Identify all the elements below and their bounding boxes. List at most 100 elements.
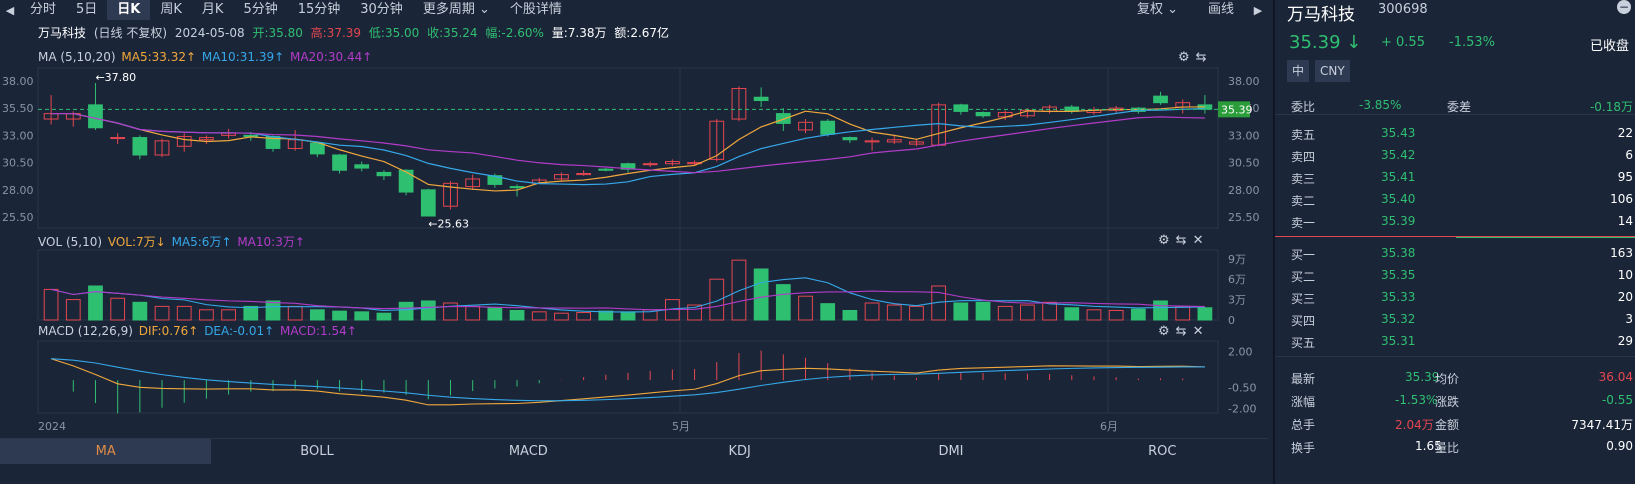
candle-body [909,141,924,145]
ma5-legend: MA5:33.32↑ [121,50,197,64]
close-icon[interactable]: ✕ [1192,233,1204,248]
quote-row: 委比 -3.85% 委差 -0.18万 [1275,94,1635,116]
settings-icon[interactable]: ⚙ [1178,50,1190,65]
vol-legend-value: VOL:7万↓ [107,235,166,249]
volume-bar [376,312,392,321]
prev-arrow-icon[interactable]: ◀ [5,3,15,17]
draw-button[interactable]: 画线 [1207,2,1234,17]
price-tick-right: 30.50 [1228,157,1260,170]
switch-icon[interactable]: ⇆ [1175,324,1187,339]
volume-bar [1175,305,1191,321]
candle-body [709,120,725,160]
dif-legend: DIF:0.76↑ [138,324,199,338]
quote-row-value: 35.42 [1381,148,1416,162]
candle-body [376,171,392,177]
volume-bar [1197,307,1213,321]
candle-body [443,182,458,207]
quote-row-value2: 7347.41万 [1571,418,1633,432]
price-tick-left: 35.50 [2,102,34,115]
volume-bar [420,300,436,321]
vol-ma10-legend: MA10:3万↑ [237,235,305,249]
tab-stock-details[interactable]: 个股详情 [509,2,562,17]
dea-line [51,358,1205,402]
quote-row-label2: 委差 [1447,100,1472,114]
volume-bar [221,309,236,321]
switch-icon[interactable]: ⇆ [1175,233,1187,248]
candle-body [509,186,525,189]
tab-kdj[interactable]: KDJ [728,444,751,459]
tab-more-periods[interactable]: 更多周期 ⌄ [422,2,490,17]
vol-legend: VOL (5,10) VOL:7万↓ MA5:6万↑ MA10:3万↑ [38,233,307,250]
quote-row-value: -1.53% [1395,393,1438,407]
period-toolbar: ◀ 分时 5日 日K 周K 月K 5分钟 15分钟 30分钟 更多周期 ⌄ 个股… [0,0,1268,20]
date-label: 6月 [1100,420,1118,433]
tab-dmi[interactable]: DMI [938,444,964,459]
quote-row-value: 1.65 [1415,439,1442,453]
quote-row-value2: -0.55 [1601,393,1633,407]
volume-bar [154,305,170,321]
macd-tick: -0.50 [1228,381,1256,394]
price-change: + 0.55 [1381,35,1425,50]
market-tag[interactable]: 中 [1287,60,1310,82]
quote-row-label: 最新 [1291,372,1316,386]
tab-ma[interactable]: MA [0,439,212,464]
tab-daily[interactable]: 日K [107,0,151,20]
quote-row-label: 总手 [1291,418,1316,432]
quote-row-label: 涨幅 [1291,395,1316,409]
quote-row-label: 买一 [1291,248,1316,262]
volume-bar [1153,300,1168,321]
indicator-tabs: MA BOLL MACD KDJ DMI ROC [0,438,1268,464]
volume-bar [243,305,259,321]
price-tick-left: 38.00 [2,75,34,88]
kline-chart[interactable]: 38.0038.0035.5035.5033.0033.0030.5030.50… [0,0,1268,438]
settings-icon[interactable]: ⚙ [1158,324,1170,339]
tab-macd[interactable]: MACD [508,444,548,459]
candle-body [576,173,592,176]
quote-row-value: 35.39 [1381,214,1416,228]
tab-5min[interactable]: 5分钟 [243,2,278,17]
candle-body [88,104,103,129]
switch-icon[interactable]: ⇆ [1195,50,1207,65]
candle-body [309,142,325,155]
last-price-tag: 35.39 [1221,103,1253,116]
quote-row: 卖三 35.41 95 [1275,166,1635,188]
candle-body [1153,95,1168,104]
quote-row-label: 买二 [1291,270,1316,284]
quote-row-value2: 95 [1617,170,1633,184]
quote-row: 最新 35.39 均价 36.04 [1275,366,1635,388]
volume-value: 量:7.38万 [551,26,607,40]
quote-row-value2: 14 [1617,214,1633,228]
settings-icon[interactable]: ⚙ [1158,233,1170,248]
vol-legend-title: VOL (5,10) [38,235,103,249]
next-arrow-icon[interactable]: ▶ [1253,3,1263,17]
tab-30min[interactable]: 30分钟 [360,2,403,17]
quote-row-value: 35.31 [1381,334,1416,348]
tab-boll[interactable]: BOLL [300,444,334,459]
candle-body [465,178,481,188]
quote-row-label: 卖二 [1291,194,1316,208]
high-value: 高:37.39 [310,26,362,40]
tab-weekly[interactable]: 周K [160,2,182,17]
quote-row-label: 买三 [1291,292,1316,306]
quote-row-value: 35.38 [1381,246,1416,260]
close-icon[interactable]: − [1617,0,1631,14]
candle-body [398,169,414,193]
tab-monthly[interactable]: 月K [201,2,224,17]
tab-15min[interactable]: 15分钟 [297,2,341,17]
volume-bar [43,288,59,321]
adjust-dropdown[interactable]: 复权 ⌄ [1136,2,1178,17]
quote-row-value2: 20 [1617,290,1633,304]
candle-body [975,111,991,117]
volume-bar [731,259,747,321]
volume-bar [531,311,547,321]
volume-bar [132,301,148,321]
tab-intraday[interactable]: 分时 [30,2,57,17]
ma-legend-title: MA (5,10,20) [38,50,116,64]
tab-roc[interactable]: ROC [1148,444,1177,459]
quote-row-value2: 36.04 [1598,370,1633,384]
tab-5day[interactable]: 5日 [76,2,98,17]
close-icon[interactable]: ✕ [1192,324,1204,339]
currency-tag[interactable]: CNY [1315,60,1350,82]
divider [1275,236,1635,237]
